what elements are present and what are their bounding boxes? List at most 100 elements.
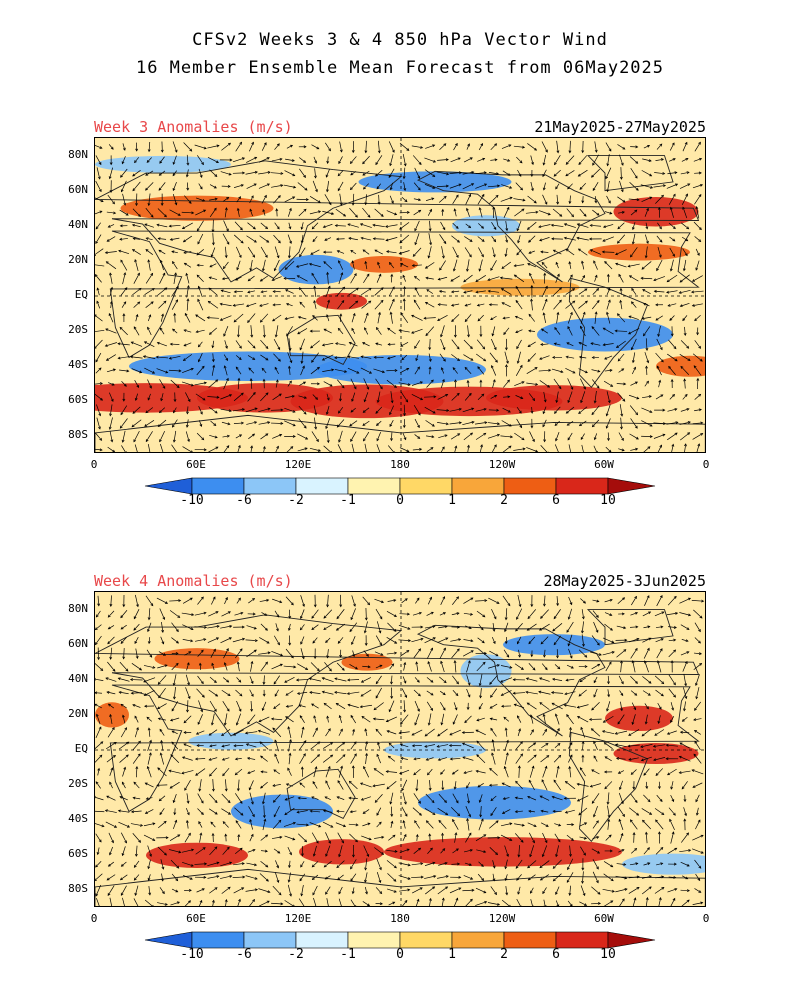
wind-vector: [516, 608, 523, 620]
wind-vector: [492, 379, 496, 388]
wind-vector-head: [159, 160, 163, 164]
wind-vector: [579, 822, 587, 827]
wind-vector: [504, 740, 509, 751]
wind-vector: [275, 379, 278, 388]
wind-vector: [451, 314, 460, 322]
wind-vector-head: [557, 839, 561, 843]
wind-vector-head: [292, 434, 296, 438]
wind-vector-head: [569, 853, 572, 858]
wind-vector-head: [484, 599, 488, 603]
wind-vector: [640, 184, 653, 189]
wind-vector-head: [622, 146, 626, 150]
wind-vector-head: [603, 742, 607, 745]
wind-vector: [592, 836, 599, 839]
wind-vector-head: [607, 299, 611, 303]
wind-vector: [208, 611, 219, 617]
wind-vector: [540, 343, 549, 345]
wind-vector-head: [554, 423, 558, 427]
wind-vector-head: [672, 238, 676, 242]
wind-vector-head: [446, 409, 450, 412]
wind-vector-head: [303, 381, 307, 385]
wind-vector-head: [211, 242, 215, 246]
wind-vector: [159, 887, 165, 894]
wind-vector-head: [649, 435, 653, 439]
wind-vector: [502, 782, 511, 788]
anomaly-region: [95, 702, 129, 728]
wind-vector-head: [580, 436, 584, 441]
wind-vector: [274, 754, 280, 764]
wind-vector-head: [490, 727, 494, 731]
wind-vector-head: [518, 410, 522, 414]
wind-vector: [183, 195, 192, 204]
wind-vector: [644, 352, 649, 363]
wind-vector-head: [659, 143, 663, 147]
wind-vector: [135, 393, 138, 401]
wind-vector-head: [539, 795, 543, 799]
wind-vector: [654, 887, 665, 894]
wind-vector: [658, 380, 661, 388]
wind-vector-head: [597, 850, 601, 854]
wind-vector-head: [442, 848, 446, 852]
wind-vector-head: [675, 183, 679, 187]
wind-vector-head: [379, 642, 382, 646]
wind-vector: [132, 224, 141, 228]
wind-vector-head: [209, 744, 213, 748]
wind-vector-head: [657, 786, 661, 790]
wind-vector-head: [481, 878, 485, 882]
wind-vector-head: [160, 398, 164, 402]
wind-vector: [121, 445, 126, 452]
anomaly-region: [605, 705, 673, 732]
wind-vector-head: [504, 364, 508, 368]
wind-vector-head: [403, 163, 407, 167]
wind-vector: [385, 224, 398, 228]
wind-vector-head: [407, 888, 411, 892]
wind-vector-head: [161, 641, 165, 645]
wind-vector-head: [458, 421, 462, 425]
wind-vector: [196, 432, 204, 441]
wind-vector: [691, 290, 704, 293]
wind-vector-head: [175, 286, 179, 290]
wind-vector-head: [470, 876, 474, 880]
wind-vector: [439, 143, 447, 151]
wind-vector: [324, 796, 331, 800]
wind-vector: [400, 714, 409, 725]
wind-vector: [249, 834, 254, 842]
wind-vector-head: [375, 681, 379, 685]
wind-vector-head: [667, 303, 671, 307]
wind-vector: [517, 886, 521, 895]
wind-vector-head: [323, 702, 327, 706]
wind-vector: [413, 847, 421, 854]
wind-vector-head: [464, 303, 468, 307]
wind-vector-head: [326, 189, 329, 193]
wind-vector-head: [649, 423, 653, 427]
wind-vector-head: [399, 240, 403, 244]
wind-vector-head: [468, 863, 473, 866]
wind-vector: [628, 638, 639, 643]
wind-vector-head: [584, 903, 588, 906]
wind-vector-head: [227, 184, 231, 188]
wind-vector-head: [372, 223, 376, 227]
wind-vector-head: [647, 862, 651, 866]
wind-vector-head: [593, 437, 597, 441]
wind-vector-head: [198, 662, 202, 666]
wind-vector: [578, 248, 588, 256]
wind-vector: [657, 222, 662, 229]
lon-tick-label: 60W: [594, 912, 614, 925]
wind-vector-head: [131, 424, 135, 428]
wind-vector-head: [522, 198, 526, 202]
wind-vector-head: [317, 449, 322, 452]
wind-vector-head: [335, 237, 339, 241]
wind-vector: [198, 183, 203, 190]
wind-vector-head: [200, 812, 204, 815]
wind-vector-head: [293, 665, 297, 669]
wind-vector: [694, 701, 702, 711]
wind-vector: [347, 356, 359, 359]
colorbar-swatch: [191, 477, 245, 495]
wind-vector: [145, 782, 154, 788]
wind-vector-head: [501, 704, 505, 708]
wind-vector-head: [188, 832, 191, 836]
wind-vector-head: [327, 285, 331, 289]
wind-vector-head: [464, 366, 468, 370]
wind-vector-head: [402, 274, 406, 278]
wind-vector: [225, 246, 227, 258]
